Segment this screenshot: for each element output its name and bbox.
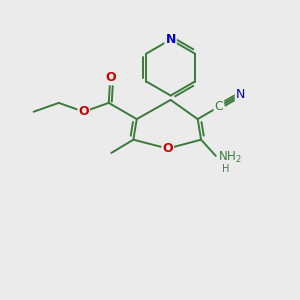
Text: N: N <box>165 33 176 46</box>
Text: O: O <box>162 142 173 155</box>
Text: O: O <box>78 105 89 118</box>
Text: C: C <box>214 100 223 113</box>
Text: NH$_2$: NH$_2$ <box>218 150 242 165</box>
Text: O: O <box>105 71 116 84</box>
Text: H: H <box>222 164 230 174</box>
Text: N: N <box>236 88 245 100</box>
